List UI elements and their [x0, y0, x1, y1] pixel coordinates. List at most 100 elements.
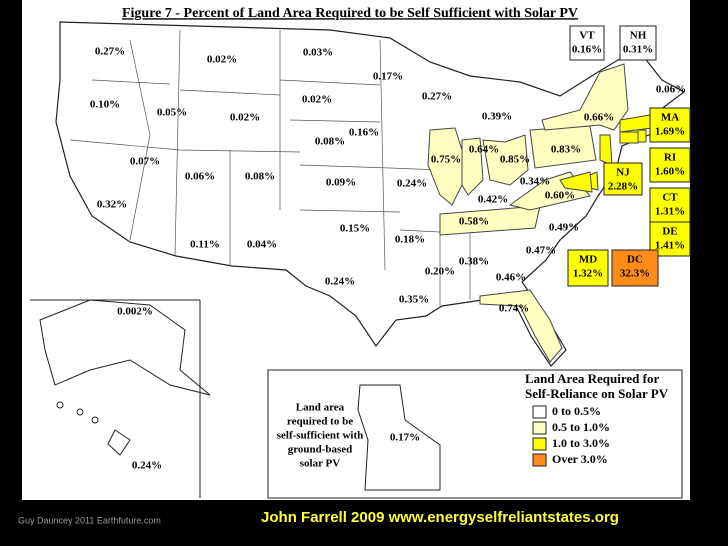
- state-value: 0.15%: [340, 223, 370, 235]
- state-value: 1.60%: [655, 166, 685, 178]
- state-abbr: VT: [579, 30, 595, 42]
- state-box: [619, 25, 657, 61]
- state-value: 0.02%: [207, 54, 237, 66]
- state-value: 0.85%: [500, 154, 530, 166]
- legend-label: Over 3.0%: [552, 452, 608, 466]
- state-value: 0.03%: [303, 47, 333, 59]
- state-value: 1.41%: [655, 240, 685, 252]
- state-value: 0.16%: [349, 127, 379, 139]
- state-abbr: NH: [630, 30, 647, 42]
- state-abbr: MD: [579, 254, 597, 266]
- legend-title: Land Area Required for: [525, 371, 659, 386]
- state-value: 0.11%: [190, 239, 220, 251]
- state-box: [649, 147, 691, 183]
- state-value: 0.34%: [520, 176, 550, 188]
- state-box: [611, 249, 659, 287]
- state-value: 0.24%: [325, 276, 355, 288]
- state: [637, 129, 647, 143]
- state-value: 2.28%: [608, 181, 638, 193]
- legend-swatch: [532, 421, 547, 435]
- state-abbr: NJ: [616, 167, 630, 179]
- state-abbr: DC: [627, 254, 643, 266]
- state-value: 0.60%: [545, 190, 575, 202]
- state-value: 0.06%: [656, 84, 686, 96]
- inset-text: Land area: [296, 402, 345, 414]
- state-box: [567, 249, 609, 287]
- state: [559, 171, 593, 193]
- inset-text: required to be: [287, 416, 353, 428]
- state-value: 0.75%: [431, 154, 461, 166]
- state-box: [649, 107, 691, 143]
- state-value: 0.08%: [245, 171, 275, 183]
- state-value: 0.39%: [482, 111, 512, 123]
- state-value: 0.04%: [247, 239, 277, 251]
- state: [599, 134, 613, 166]
- state: [482, 134, 529, 186]
- state-value: 0.74%: [499, 303, 529, 315]
- state-abbr: CT: [662, 192, 678, 204]
- state: [479, 289, 563, 363]
- state-value: 0.27%: [422, 91, 452, 103]
- legend-swatch: [532, 453, 547, 467]
- state-abbr: RI: [664, 152, 676, 164]
- state-value: 0.58%: [459, 216, 489, 228]
- hawaii: [56, 401, 131, 456]
- state-value: 0.46%: [496, 272, 526, 284]
- legend-label: 0 to 0.5%: [552, 404, 601, 418]
- state-value: 0.35%: [399, 294, 429, 306]
- legend-label: 0.5 to 1.0%: [552, 420, 610, 434]
- legend-title: Self-Reliance on Solar PV: [525, 386, 669, 401]
- state-borders: [69, 29, 471, 306]
- state-value: 1.31%: [655, 206, 685, 218]
- state-value: 0.02%: [302, 94, 332, 106]
- alaska: [39, 299, 211, 396]
- inset-text: ground-based: [288, 444, 353, 456]
- state-value: 0.24%: [132, 460, 162, 472]
- state-abbr: MA: [661, 112, 679, 124]
- legend-label: 1.0 to 3.0%: [552, 436, 610, 450]
- state-value: 0.08%: [315, 136, 345, 148]
- state: [541, 63, 629, 131]
- state-value: 0.07%: [130, 156, 160, 168]
- state-value: 1.69%: [655, 126, 685, 138]
- state-value: 0.38%: [459, 256, 489, 268]
- legend-swatch: [532, 437, 547, 451]
- state: [461, 137, 484, 196]
- state-value: 0.66%: [584, 112, 614, 124]
- state-value: 0.09%: [326, 177, 356, 189]
- state-value: 0.27%: [95, 46, 125, 58]
- state-value: 0.64%: [469, 144, 499, 156]
- state-abbr: DE: [662, 226, 677, 238]
- state-value: 32.3%: [620, 268, 650, 280]
- footer-right: John Farrell 2009 www.energyselfreliants…: [261, 509, 619, 526]
- state-value: 0.83%: [551, 144, 581, 156]
- state: [619, 131, 639, 144]
- state-value: 0.24%: [397, 178, 427, 190]
- state-box: [649, 187, 691, 223]
- state-value: 0.10%: [90, 99, 120, 111]
- state-value: 0.31%: [623, 44, 653, 56]
- state-value: 0.32%: [97, 199, 127, 211]
- state-value: 0.18%: [395, 234, 425, 246]
- state: [427, 127, 463, 206]
- state-value: 0.05%: [157, 107, 187, 119]
- state-value: 0.02%: [230, 112, 260, 124]
- state-value: 0.002%: [117, 306, 153, 318]
- footer-left: Guy Dauncey 2011 Earthfuture.com: [18, 515, 161, 525]
- state-value: 0.20%: [425, 266, 455, 278]
- title: Figure 7 - Percent of Land Area Required…: [122, 6, 578, 21]
- state-value: 0.17%: [373, 71, 403, 83]
- minnesota-inset: [357, 384, 441, 491]
- state-value: 0.49%: [549, 222, 579, 234]
- state-value: 0.42%: [478, 194, 508, 206]
- state-box: [569, 25, 605, 61]
- inset-border: [30, 299, 201, 498]
- state: [439, 205, 541, 236]
- legend-swatch: [532, 405, 547, 419]
- state-value: 0.47%: [526, 245, 556, 257]
- inset-text: solar PV: [300, 458, 340, 470]
- legend-box: [267, 369, 683, 499]
- state-value: 1.32%: [573, 268, 603, 280]
